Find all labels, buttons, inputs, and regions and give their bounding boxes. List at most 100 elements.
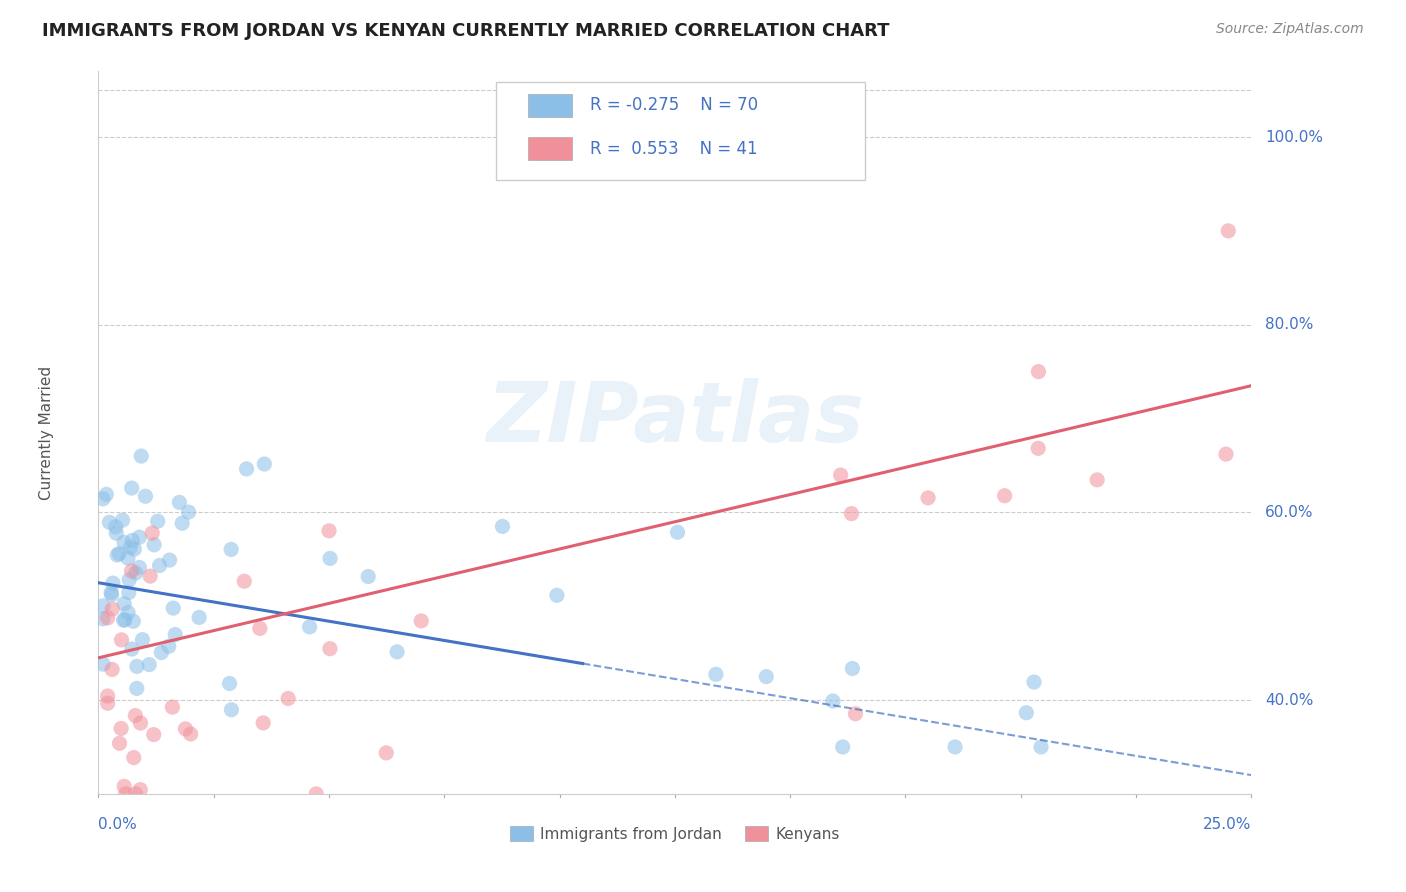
Point — [121, 564, 143, 578]
Point — [129, 782, 152, 797]
Point — [318, 524, 340, 538]
Point — [114, 613, 136, 627]
Point — [1029, 739, 1052, 754]
Point — [125, 681, 148, 696]
Point — [118, 585, 141, 599]
Point — [128, 530, 150, 544]
Point — [319, 551, 342, 566]
Point — [253, 457, 276, 471]
Point — [117, 551, 139, 566]
Point — [108, 736, 131, 750]
Point — [298, 620, 321, 634]
Point — [221, 703, 243, 717]
Point — [375, 746, 398, 760]
Point — [111, 513, 134, 527]
Point — [491, 519, 513, 533]
Point — [124, 787, 146, 801]
Point — [1015, 706, 1038, 720]
Point — [149, 558, 172, 573]
Point — [117, 606, 139, 620]
Point — [97, 611, 120, 625]
Point — [252, 715, 274, 730]
Point — [146, 514, 169, 528]
Point — [118, 573, 141, 587]
Point — [101, 602, 124, 616]
Point — [91, 491, 114, 506]
Point — [105, 548, 128, 562]
Point — [177, 505, 200, 519]
Point — [1022, 675, 1045, 690]
Point — [125, 659, 148, 673]
Point — [122, 614, 145, 628]
Point — [100, 588, 122, 602]
Point — [841, 661, 863, 675]
Text: 25.0%: 25.0% — [1204, 817, 1251, 832]
Point — [1218, 224, 1240, 238]
Point — [1026, 442, 1049, 456]
Point — [235, 462, 257, 476]
Point — [112, 535, 135, 549]
Text: 100.0%: 100.0% — [1265, 129, 1323, 145]
Point — [120, 541, 142, 555]
Point — [546, 588, 568, 602]
Point — [129, 449, 152, 463]
Point — [121, 533, 143, 548]
Point — [157, 640, 180, 654]
Text: ZIPatlas: ZIPatlas — [486, 377, 863, 458]
Point — [96, 487, 118, 501]
Point — [174, 722, 197, 736]
FancyBboxPatch shape — [529, 94, 572, 117]
Point — [112, 613, 135, 627]
Point — [100, 585, 122, 599]
Point — [150, 646, 173, 660]
Point — [180, 727, 202, 741]
Point — [233, 574, 256, 589]
Point — [831, 739, 853, 754]
Point — [124, 708, 146, 723]
Point — [105, 526, 128, 541]
Point — [1085, 473, 1108, 487]
Point — [830, 468, 852, 483]
Point — [821, 694, 844, 708]
Point — [138, 657, 160, 672]
Point — [110, 722, 132, 736]
Point — [666, 525, 689, 540]
Point — [121, 642, 143, 657]
Point — [143, 538, 166, 552]
Text: R = -0.275    N = 70: R = -0.275 N = 70 — [589, 96, 758, 114]
Point — [110, 632, 132, 647]
Point — [91, 599, 114, 613]
Point — [165, 627, 187, 641]
Point — [188, 610, 211, 624]
Point — [91, 612, 114, 626]
Point — [124, 542, 146, 557]
FancyBboxPatch shape — [529, 137, 572, 161]
Text: 60.0%: 60.0% — [1265, 505, 1313, 520]
Point — [114, 787, 136, 801]
Point — [943, 739, 966, 754]
Point — [162, 601, 184, 615]
Point — [121, 481, 143, 495]
Point — [98, 516, 121, 530]
Point — [91, 657, 114, 672]
Text: IMMIGRANTS FROM JORDAN VS KENYAN CURRENTLY MARRIED CORRELATION CHART: IMMIGRANTS FROM JORDAN VS KENYAN CURRENT… — [42, 22, 890, 40]
Point — [277, 691, 299, 706]
Point — [128, 560, 150, 574]
Point — [141, 526, 163, 541]
Point — [704, 667, 727, 681]
Point — [1215, 447, 1237, 461]
Point — [142, 728, 165, 742]
Point — [411, 614, 433, 628]
Text: Currently Married: Currently Married — [39, 366, 53, 500]
Text: 80.0%: 80.0% — [1265, 318, 1313, 332]
Point — [385, 645, 408, 659]
Legend: Immigrants from Jordan, Kenyans: Immigrants from Jordan, Kenyans — [503, 820, 846, 847]
Point — [104, 520, 127, 534]
Point — [112, 780, 135, 794]
Point — [139, 569, 162, 583]
Point — [131, 632, 153, 647]
Point — [994, 489, 1017, 503]
Point — [112, 597, 135, 611]
Point — [357, 569, 380, 583]
Point — [169, 495, 191, 509]
